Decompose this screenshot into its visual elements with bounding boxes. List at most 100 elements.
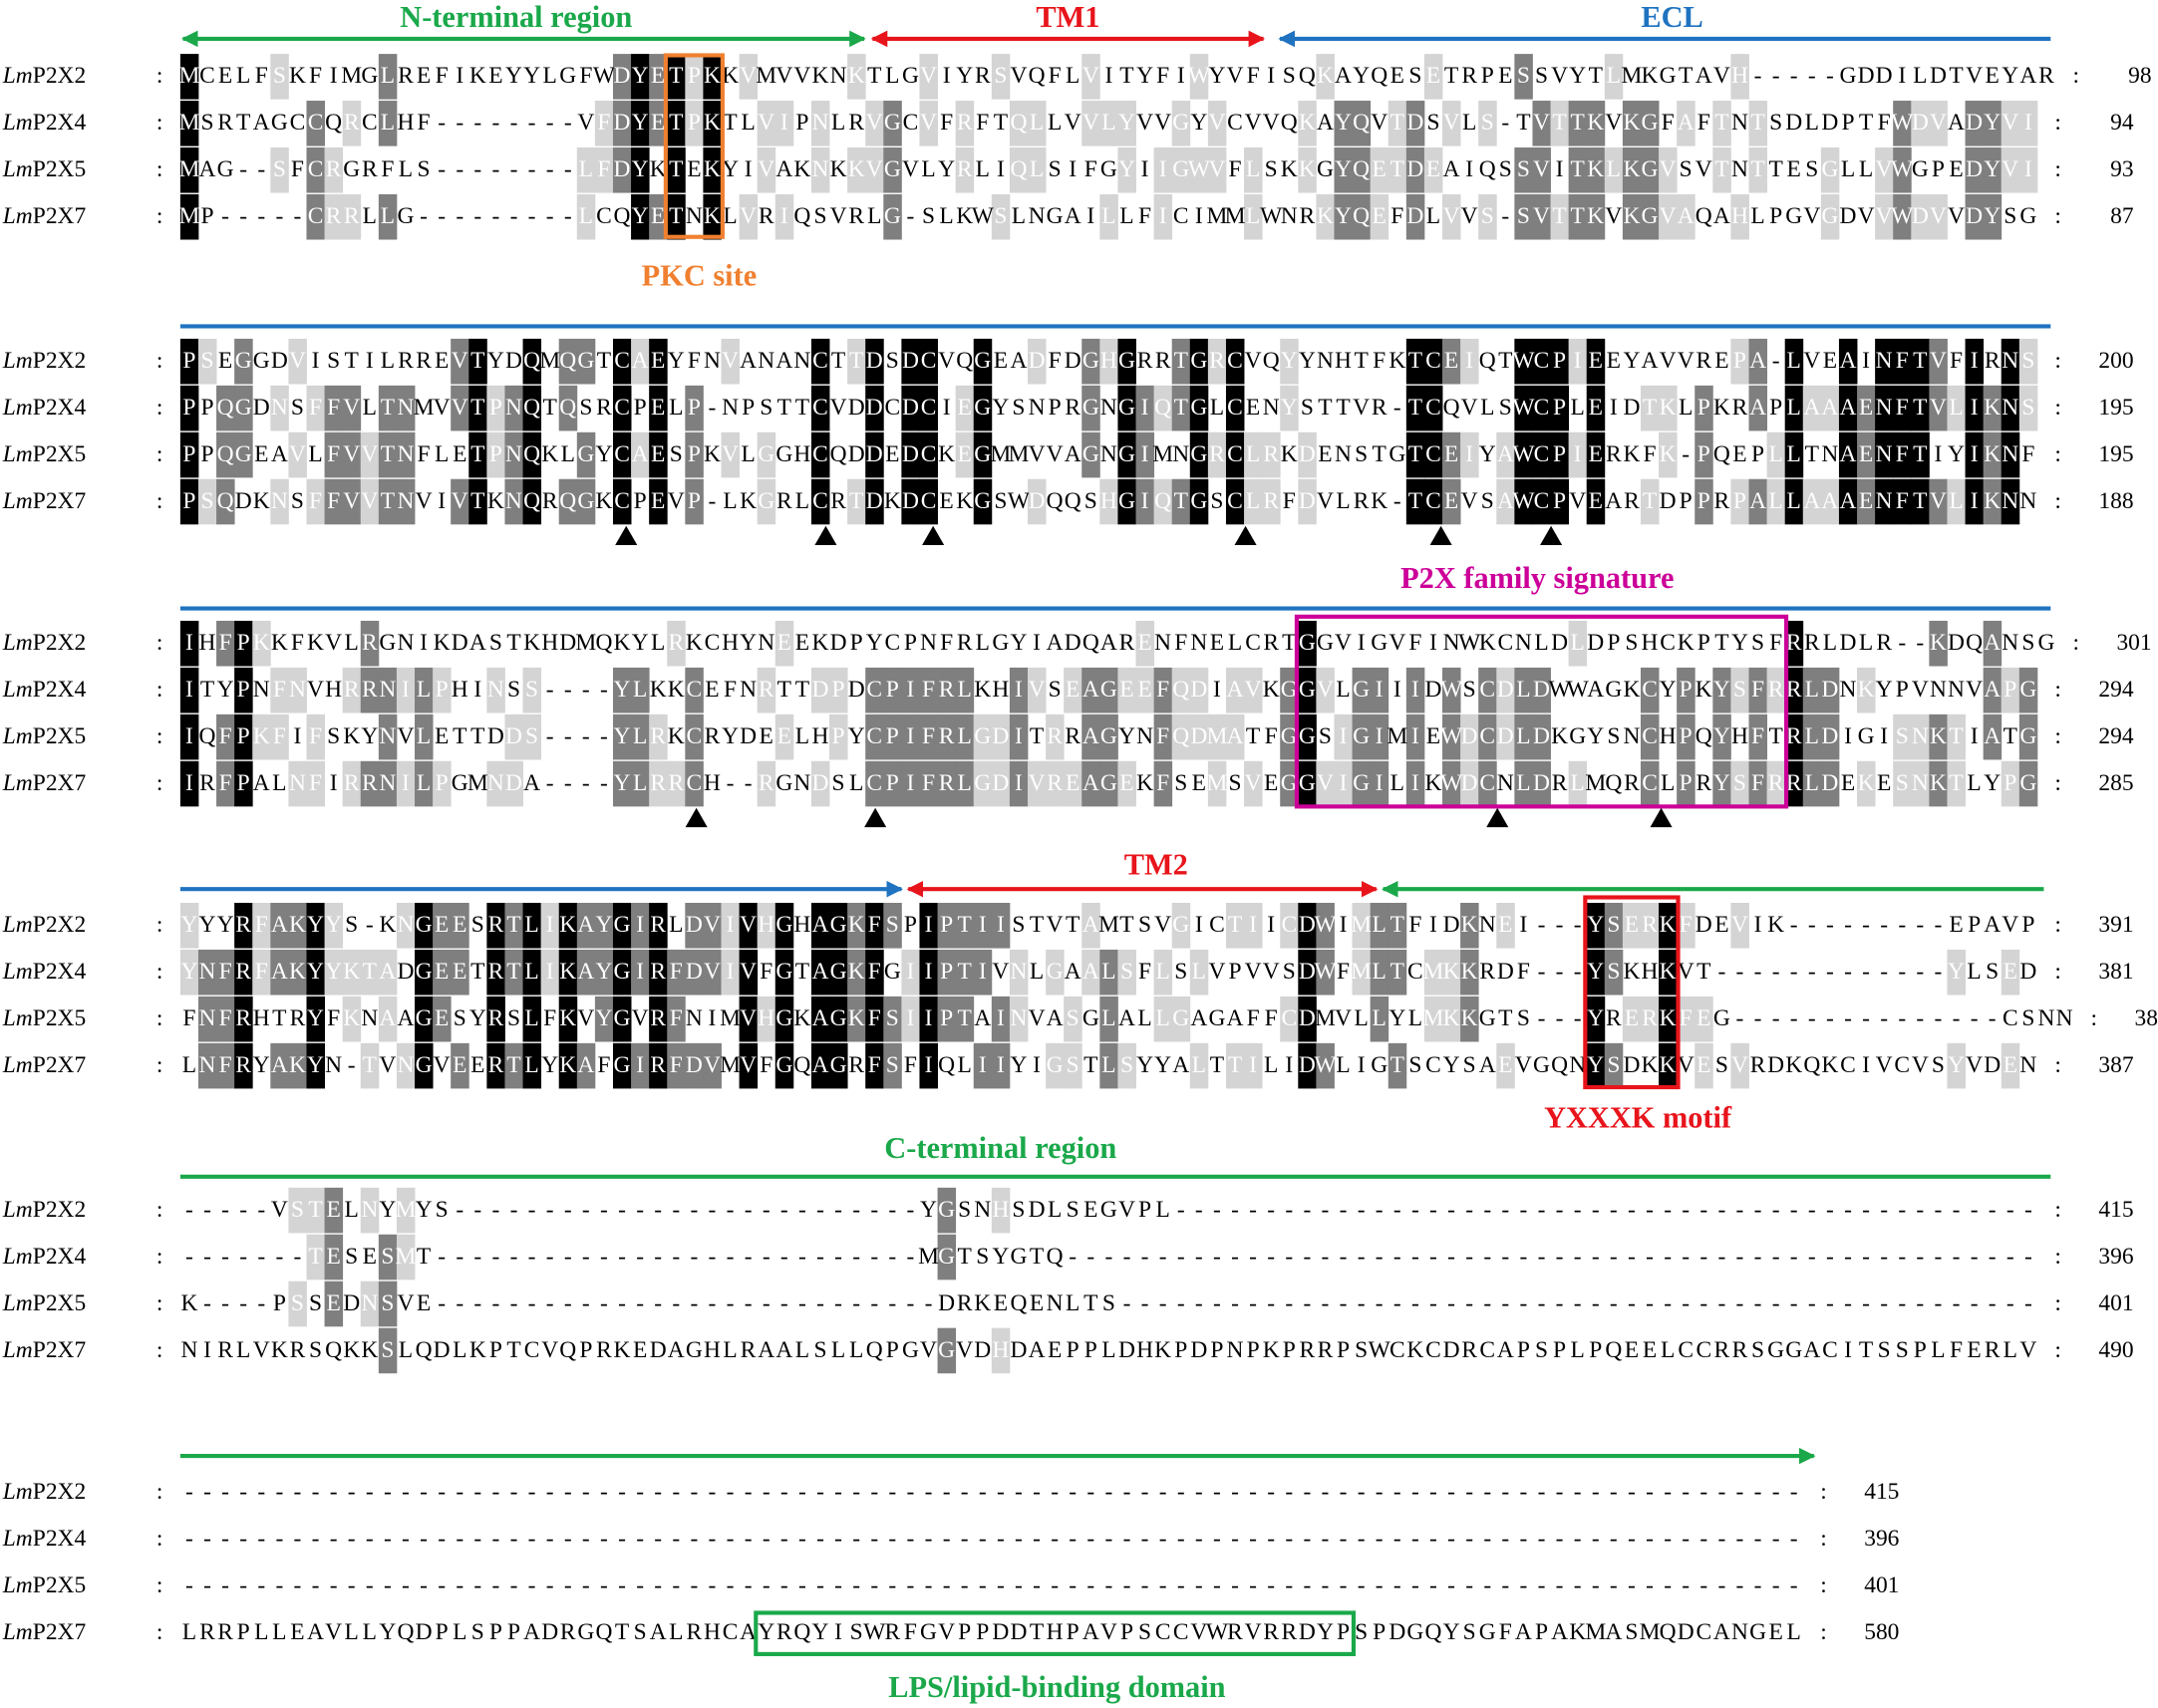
residue-shade	[1857, 431, 1876, 478]
residue: N	[1876, 395, 1893, 421]
species-prefix: Lm	[2, 1619, 33, 1645]
residue-shade	[1135, 385, 1155, 431]
residue: -	[1574, 1005, 1582, 1031]
residue-shade	[937, 760, 957, 807]
residue-shade	[1911, 338, 1930, 385]
residue: S	[1607, 723, 1620, 749]
separator: :	[156, 203, 163, 229]
separator: :	[2054, 110, 2061, 136]
residue-shade	[1514, 431, 1533, 478]
residue: W	[1458, 630, 1481, 656]
residue: T	[994, 110, 1008, 136]
residue-shade	[1081, 338, 1100, 385]
residue: G	[1642, 110, 1659, 136]
residue: -	[438, 1479, 446, 1505]
residue-shade	[1947, 1042, 1966, 1089]
residue: T	[1336, 395, 1350, 421]
residue-shade	[1983, 478, 2003, 525]
residue-shade	[1947, 478, 1966, 525]
residue: Q	[793, 1619, 810, 1645]
residue: S	[813, 1337, 826, 1363]
residue: Q	[1263, 348, 1280, 374]
residue: G	[1785, 203, 1802, 229]
residue: S	[1896, 723, 1909, 749]
residue: S	[1174, 959, 1187, 985]
residue: Y	[199, 912, 216, 938]
residue: G	[1047, 1052, 1064, 1078]
residue-shade	[1189, 54, 1209, 100]
residue: G	[884, 203, 901, 229]
residue-shade	[1820, 713, 1840, 760]
residue: -	[1411, 1244, 1419, 1270]
residue: L	[723, 1337, 737, 1363]
residue-shade	[360, 1042, 380, 1089]
residue: T	[1768, 723, 1782, 749]
residue: S	[291, 1197, 304, 1223]
residue: I	[1971, 488, 1979, 514]
residue: I	[1610, 395, 1618, 421]
residue: D	[1785, 110, 1802, 136]
residue-shade	[1099, 338, 1118, 385]
residue: L	[958, 723, 972, 749]
residue-shade	[342, 193, 362, 240]
residue: -	[943, 1526, 951, 1552]
residue-shade	[1081, 949, 1100, 996]
residue: -	[491, 203, 499, 229]
residue: S	[471, 912, 484, 938]
gene-name: P2X5	[33, 723, 86, 749]
residue-shade	[179, 338, 199, 385]
residue: S	[1896, 770, 1909, 796]
residue: P	[1553, 488, 1566, 514]
residue-shade	[1893, 431, 1912, 478]
residue: T	[1373, 441, 1387, 467]
residue: -	[979, 1526, 987, 1552]
residue: Y	[1713, 770, 1730, 796]
residue: Q	[217, 395, 234, 421]
residue: S	[273, 156, 286, 182]
residue: L	[1246, 156, 1260, 182]
residue: H	[1335, 348, 1352, 374]
residue-shade	[955, 903, 975, 949]
residue-shade	[1514, 193, 1533, 240]
residue: -	[798, 1526, 806, 1552]
residue: Y	[1876, 677, 1893, 703]
residue: S	[1049, 677, 1062, 703]
residue: R	[1876, 630, 1892, 656]
residue: M	[467, 770, 488, 796]
residue: -	[709, 1526, 717, 1552]
residue-shade	[1027, 667, 1047, 713]
residue: -	[203, 1290, 211, 1316]
cysteine-marker	[615, 525, 638, 546]
residue: S	[886, 912, 899, 938]
residue: G	[1190, 441, 1207, 467]
residue-shade	[865, 760, 884, 807]
residue: -	[636, 1526, 644, 1552]
residue-shade	[847, 146, 866, 193]
residue-shade	[810, 903, 830, 949]
residue-shade	[234, 431, 253, 478]
residue: C	[687, 770, 703, 796]
residue: D	[1461, 770, 1478, 796]
residue: R	[1047, 723, 1063, 749]
residue-shade	[829, 1042, 848, 1089]
residue-shade	[883, 903, 902, 949]
residue-shade	[847, 478, 866, 525]
residue: K	[434, 630, 451, 656]
residue: I	[1898, 63, 1906, 89]
residue-shade	[1046, 713, 1065, 760]
residue: -	[1376, 1572, 1384, 1598]
residue: T	[1498, 1005, 1512, 1031]
residue: V	[1696, 156, 1712, 182]
residue: R	[1714, 488, 1730, 514]
residue: M	[1225, 203, 1246, 229]
sequence-name: LmP2X2	[2, 63, 86, 89]
residue: L	[795, 488, 809, 514]
residue-shade	[1171, 903, 1191, 949]
residue-shade	[576, 431, 596, 478]
residue: -	[1682, 1479, 1690, 1505]
residue: -	[546, 1526, 554, 1552]
residue-shade	[1730, 1042, 1749, 1089]
residue-shade	[1929, 338, 1948, 385]
residue: Y	[1587, 1005, 1604, 1031]
residue-shade	[1586, 949, 1606, 996]
